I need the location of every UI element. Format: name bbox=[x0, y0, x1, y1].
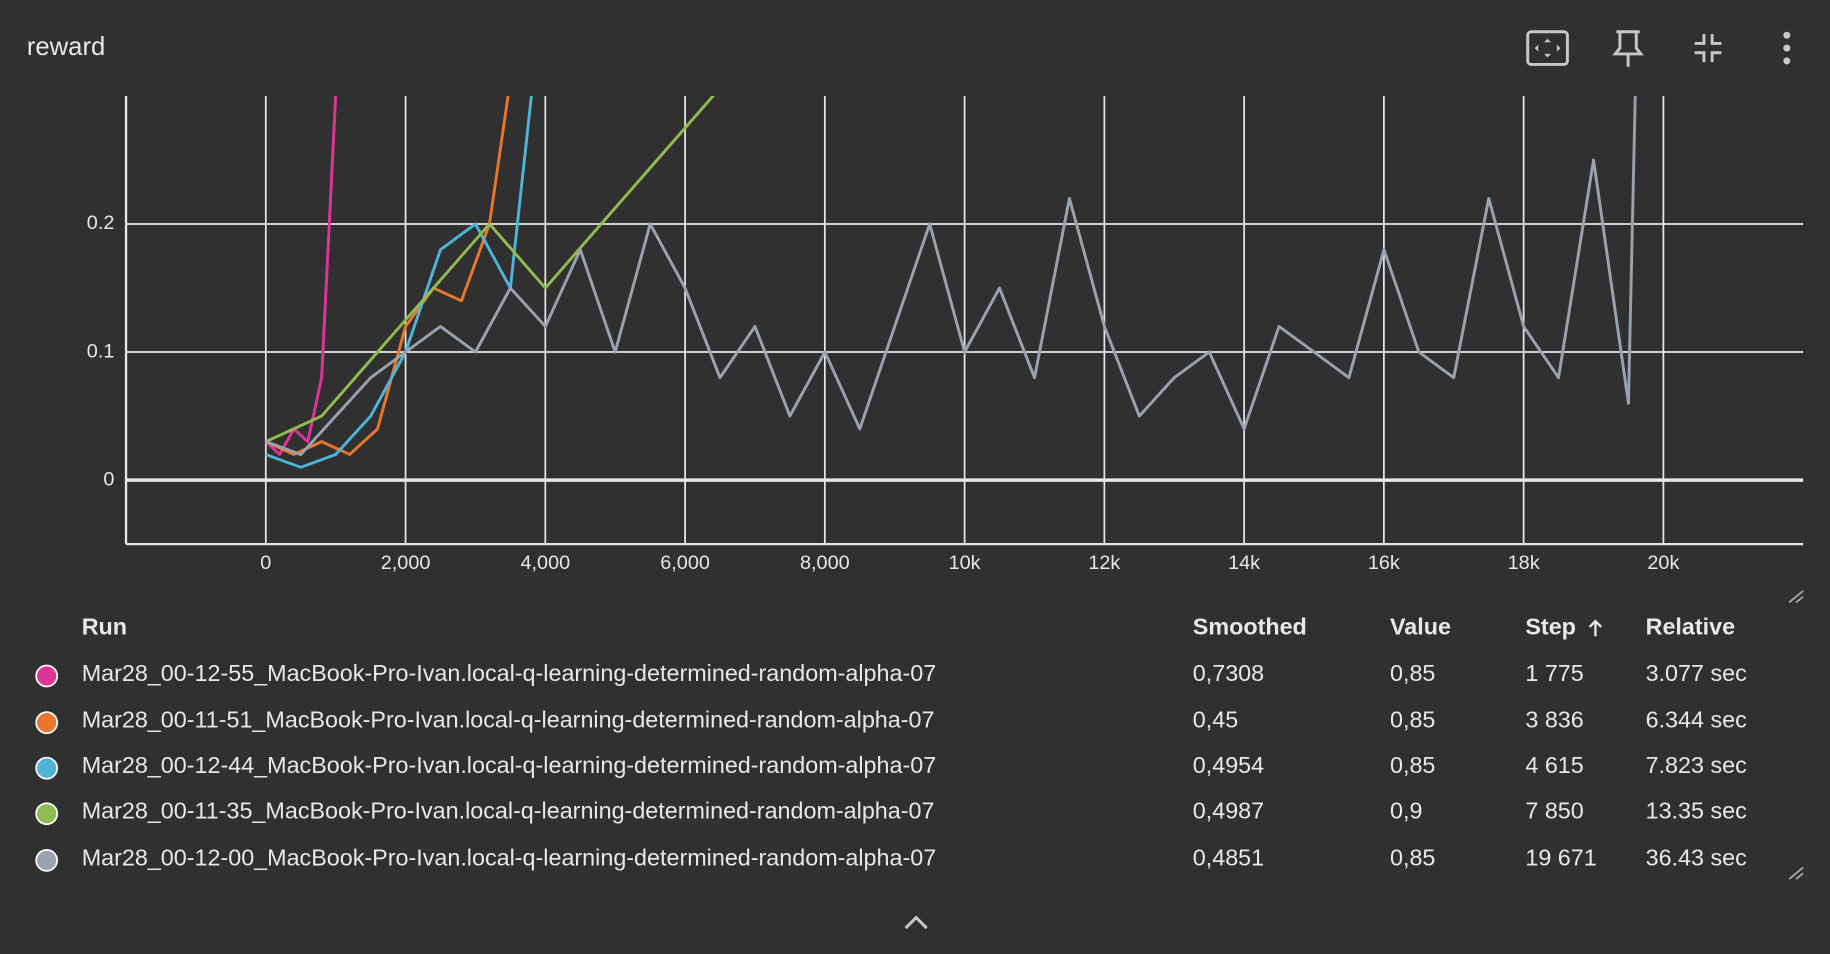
column-header: Relative bbox=[1646, 613, 1735, 639]
table-cell: 0,4851 bbox=[1193, 844, 1264, 870]
run-color-dot bbox=[35, 802, 59, 826]
table-cell: 4 615 bbox=[1525, 752, 1583, 778]
table-cell: 0,7308 bbox=[1193, 660, 1264, 686]
card-title: reward bbox=[27, 33, 105, 61]
x-tick-label: 8,000 bbox=[800, 552, 850, 574]
x-tick-label: 18k bbox=[1508, 552, 1540, 574]
table-cell: 13.35 sec bbox=[1646, 798, 1747, 824]
run-color-dot bbox=[35, 849, 59, 872]
run-name: Mar28_00-12-55_MacBook-Pro-Ivan.local-q-… bbox=[82, 660, 937, 686]
table-cell: 0,85 bbox=[1390, 660, 1435, 686]
data-table: Run Smoothed Value Step Relative Mar28_00-12-… bbox=[35, 613, 1747, 872]
table-cell: 7 850 bbox=[1525, 798, 1583, 824]
column-header: Run bbox=[82, 613, 127, 639]
x-tick-label: 16k bbox=[1368, 552, 1400, 574]
series-line bbox=[265, 95, 1637, 456]
run-name: Mar28_00-11-35_MacBook-Pro-Ivan.local-q-… bbox=[82, 798, 935, 824]
x-tick-label: 14k bbox=[1228, 552, 1260, 574]
resize-handle[interactable] bbox=[1788, 866, 1804, 880]
series-line bbox=[264, 95, 338, 456]
x-tick-label: 10k bbox=[949, 552, 981, 574]
table-cell: 0,4987 bbox=[1193, 798, 1264, 824]
table-cell: 0,4954 bbox=[1193, 752, 1264, 778]
series-group bbox=[264, 95, 1637, 469]
expand-toggle[interactable] bbox=[904, 915, 928, 930]
table-cell: 0,9 bbox=[1390, 798, 1422, 824]
series-line bbox=[265, 95, 510, 456]
plot-area: 0 2,000 4,000 6,000 8,000 10k 12k 14k 16k 18k 20k 0… bbox=[87, 95, 1804, 574]
run-name: Mar28_00-11-51_MacBook-Pro-Ivan.local-q-… bbox=[82, 707, 935, 733]
x-tick-label: 2,000 bbox=[381, 552, 431, 574]
x-tick-label: 6,000 bbox=[660, 552, 710, 574]
series-line bbox=[265, 95, 716, 443]
table-cell: 0,85 bbox=[1390, 752, 1435, 778]
table-cell: 0,85 bbox=[1390, 844, 1435, 870]
run-color-dot bbox=[35, 756, 59, 780]
sort-arrow bbox=[1588, 619, 1603, 637]
table-cell: 0,45 bbox=[1193, 707, 1238, 733]
y-tick-label: 0.1 bbox=[87, 340, 115, 362]
x-tick-label: 4,000 bbox=[521, 552, 571, 574]
fit-domain-button[interactable] bbox=[1526, 30, 1569, 66]
y-tick-label: 0.2 bbox=[87, 212, 115, 234]
x-tick-label: 0 bbox=[260, 552, 271, 574]
table-cell: 3.077 sec bbox=[1646, 660, 1747, 686]
run-name: Mar28_00-12-44_MacBook-Pro-Ivan.local-q-… bbox=[82, 752, 937, 778]
x-tick-label: 12k bbox=[1088, 552, 1120, 574]
column-header: Value bbox=[1390, 613, 1451, 639]
table-cell: 1 775 bbox=[1525, 660, 1583, 686]
table-cell: 19 671 bbox=[1525, 844, 1596, 870]
column-header: Smoothed bbox=[1193, 613, 1307, 639]
table-cell: 6.344 sec bbox=[1646, 707, 1747, 733]
table-cell: 3 836 bbox=[1525, 707, 1583, 733]
run-color-dot bbox=[35, 711, 59, 735]
collapse-button[interactable] bbox=[1694, 34, 1722, 63]
menu-button[interactable] bbox=[1783, 31, 1791, 65]
table-cell: 7.823 sec bbox=[1646, 752, 1747, 778]
pin-button[interactable] bbox=[1612, 30, 1644, 67]
table-cell: 36.43 sec bbox=[1646, 844, 1747, 870]
resize-handle[interactable] bbox=[1788, 590, 1804, 604]
run-color-dot bbox=[35, 664, 59, 688]
y-tick-label: 0 bbox=[103, 468, 114, 490]
column-header: Step bbox=[1525, 613, 1576, 639]
run-name: Mar28_00-12-00_MacBook-Pro-Ivan.local-q-… bbox=[82, 844, 937, 870]
table-cell: 0,85 bbox=[1390, 707, 1435, 733]
series-line bbox=[265, 95, 533, 469]
x-tick-label: 20k bbox=[1647, 552, 1679, 574]
